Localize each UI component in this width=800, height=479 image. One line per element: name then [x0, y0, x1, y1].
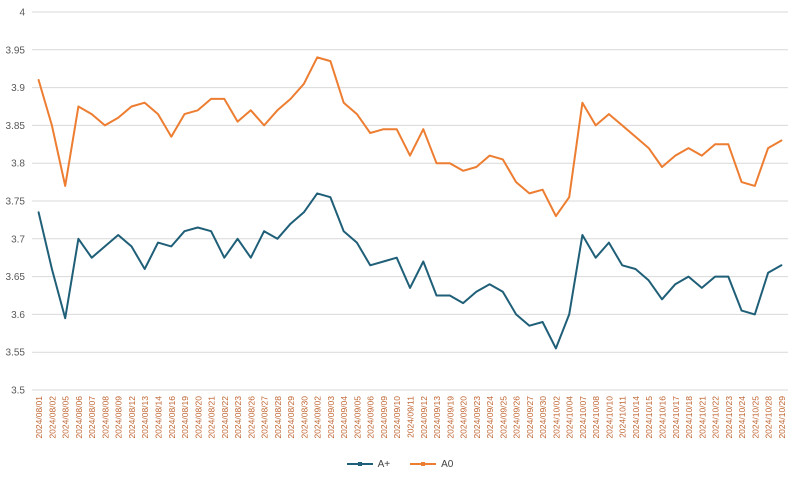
legend-item-a-plus: A+ [346, 458, 391, 470]
legend-line-sample-a0 [410, 462, 437, 466]
legend-line-sample-a-plus [346, 462, 373, 466]
x-tick-label: 2024/08/13 [140, 396, 150, 439]
x-tick-label: 2024/10/02 [551, 396, 561, 439]
x-tick-label: 2024/10/21 [697, 396, 707, 439]
chart-svg: 3.5 3.55 3.6 3.65 3.7 3.75 3.8 3.85 3.9 3.95 4 2024… [6, 8, 788, 439]
x-tick-label: 2024/08/26 [246, 396, 256, 439]
x-tick-label: 2024/09/13 [432, 396, 442, 439]
y-tick-label: 3.85 [6, 121, 26, 132]
x-tick-label: 2024/10/11 [618, 396, 628, 438]
y-tick-label: 3.5 [11, 386, 25, 397]
x-tick-label: 2024/09/04 [339, 396, 349, 439]
legend-label-a0: A0 [441, 458, 454, 470]
y-axis-labels: 3.5 3.55 3.6 3.65 3.7 3.75 3.8 3.85 3.9 3.95 4 [6, 8, 26, 397]
x-tick-label: 2024/08/20 [193, 396, 203, 439]
x-tick-label: 2024/09/26 [512, 396, 522, 439]
x-tick-label: 2024/08/14 [154, 396, 164, 439]
legend-item-a0: A0 [410, 459, 453, 470]
x-tick-label: 2024/08/06 [74, 396, 84, 439]
x-tick-label: 2024/09/06 [366, 396, 376, 439]
chart-legend: A+ A0 [0, 454, 800, 474]
series-line-A+ [37, 192, 783, 350]
x-tick-label: 2024/09/23 [472, 396, 482, 439]
x-tick-label: 2024/10/10 [604, 396, 614, 439]
y-tick-label: 3.9 [11, 83, 25, 94]
x-tick-label: 2024/08/27 [260, 396, 270, 439]
legend-label-a-plus: A+ [377, 458, 391, 470]
x-tick-label: 2024/10/22 [711, 396, 721, 439]
x-tick-label: 2024/10/29 [777, 396, 787, 439]
x-tick-label: 2024/10/14 [631, 396, 641, 439]
x-tick-label: 2024/10/15 [644, 396, 654, 439]
x-tick-label: 2024/08/16 [167, 396, 177, 439]
gridlines [32, 11, 788, 391]
x-axis-labels: 2024/08/01 2024/08/02 2024/08/05 2024/08/06… [34, 396, 787, 439]
x-tick-label: 2024/10/24 [737, 396, 747, 439]
x-tick-label: 2024/08/05 [61, 396, 71, 439]
x-tick-label: 2024/10/23 [724, 396, 734, 439]
y-tick-label: 3.8 [11, 159, 25, 170]
x-tick-label: 2024/09/02 [313, 396, 323, 439]
series-line-A0 [37, 56, 783, 218]
x-tick-label: 2024/08/30 [299, 396, 309, 439]
x-tick-label: 2024/09/05 [352, 396, 362, 439]
x-tick-label: 2024/09/25 [498, 396, 508, 439]
y-tick-label: 3.55 [6, 348, 26, 359]
chart-plot-area: 3.5 3.55 3.6 3.65 3.7 3.75 3.8 3.85 3.9 3.95 4 2024… [6, 8, 788, 439]
x-tick-label: 2024/10/28 [764, 396, 774, 439]
y-tick-label: 3.95 [6, 45, 26, 56]
x-tick-label: 2024/08/21 [207, 396, 217, 439]
x-tick-label: 2024/08/02 [47, 396, 57, 439]
x-tick-label: 2024/10/25 [750, 396, 760, 439]
x-tick-label: 2024/10/16 [658, 396, 668, 439]
y-tick-label: 3.6 [11, 310, 25, 321]
x-tick-label: 2024/08/12 [127, 396, 137, 439]
x-tick-label: 2024/08/29 [286, 396, 296, 439]
x-tick-label: 2024/08/23 [233, 396, 243, 439]
x-tick-label: 2024/09/24 [485, 396, 495, 439]
x-tick-label: 2024/10/18 [684, 396, 694, 439]
y-tick-label: 3.7 [11, 234, 25, 245]
x-tick-label: 2024/09/11 [406, 396, 416, 438]
x-tick-label: 2024/08/07 [87, 396, 97, 439]
x-tick-label: 2024/09/27 [525, 396, 535, 439]
x-tick-label: 2024/09/12 [419, 396, 429, 439]
x-tick-label: 2024/08/19 [180, 396, 190, 439]
x-tick-label: 2024/09/10 [392, 396, 402, 439]
x-tick-label: 2024/08/28 [273, 396, 283, 439]
x-tick-label: 2024/09/19 [445, 396, 455, 439]
x-tick-label: 2024/10/07 [578, 396, 588, 439]
x-tick-label: 2024/08/09 [114, 396, 124, 439]
x-tick-label: 2024/08/01 [34, 396, 44, 439]
x-tick-label: 2024/10/08 [591, 396, 601, 439]
y-tick-label: 3.65 [6, 272, 26, 283]
x-tick-label: 2024/09/09 [379, 396, 389, 439]
x-tick-label: 2024/08/08 [100, 396, 110, 439]
x-tick-label: 2024/10/04 [565, 396, 575, 439]
x-tick-label: 2024/09/20 [459, 396, 469, 439]
x-tick-label: 2024/09/03 [326, 396, 336, 439]
x-tick-label: 2024/08/22 [220, 396, 230, 439]
x-tick-label: 2024/09/30 [538, 396, 548, 439]
y-tick-label: 4 [19, 8, 25, 19]
x-tick-label: 2024/10/17 [671, 396, 681, 439]
y-tick-label: 3.75 [6, 197, 26, 208]
